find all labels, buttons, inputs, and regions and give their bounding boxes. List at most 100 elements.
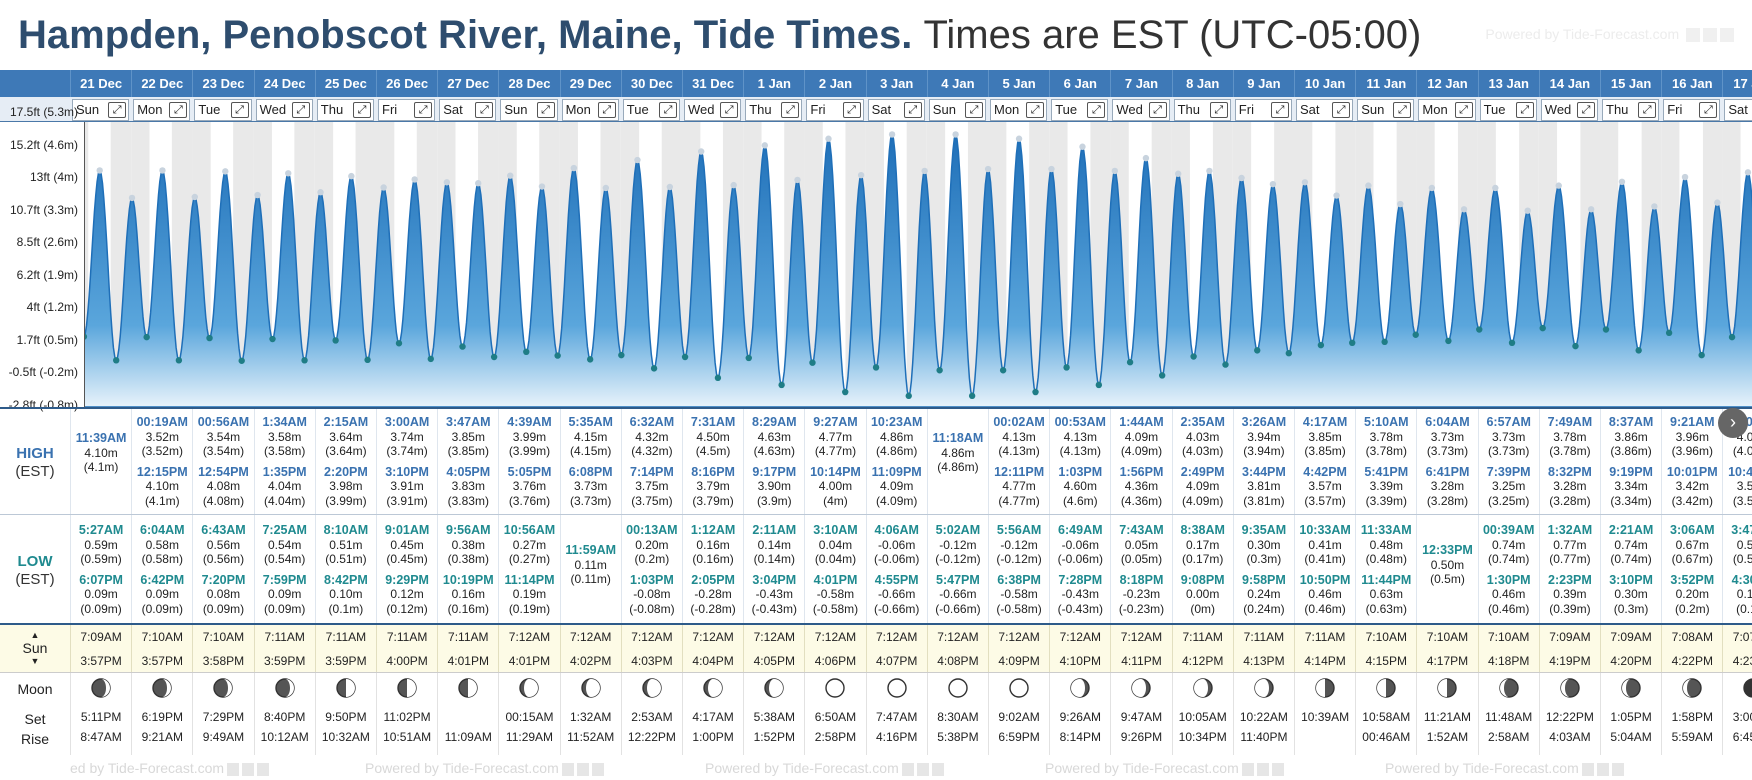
expand-icon[interactable]: ⤢ xyxy=(1209,102,1228,118)
high-tide-point xyxy=(507,172,514,179)
weekday-cell[interactable]: Sat⤢ xyxy=(867,99,925,121)
weekday-cell[interactable]: Sat⤢ xyxy=(1724,99,1752,121)
weekday-cell[interactable]: Mon ⤢ xyxy=(1418,99,1476,121)
moonrise-time: 5:04AM xyxy=(1610,730,1652,744)
weekday-cell[interactable]: Mon ⤢ xyxy=(133,99,191,121)
weekday-cell[interactable]: Thu ⤢ xyxy=(1602,99,1660,121)
moon-cell: 8:40PM 10:12AM xyxy=(253,673,315,755)
weekday-cell[interactable]: Sat⤢ xyxy=(1296,99,1354,121)
low-tide-time: 2:23PM xyxy=(1548,572,1592,587)
weekday-cell[interactable]: Fri ⤢ xyxy=(378,99,436,121)
weekday-cell[interactable]: Sun ⤢ xyxy=(72,99,130,121)
expand-icon[interactable]: ⤢ xyxy=(169,102,188,118)
expand-icon[interactable]: ⤢ xyxy=(1148,102,1167,118)
expand-icon[interactable]: ⤢ xyxy=(230,102,249,118)
high-tide-height_m: 3.85m xyxy=(1308,429,1342,444)
expand-icon[interactable]: ⤢ xyxy=(1393,102,1412,118)
high-label: HIGH (EST) xyxy=(0,445,70,481)
low-tide-height_paren: (0.58m) xyxy=(141,552,183,566)
weekday-col: Thu ⤢ xyxy=(743,97,804,121)
expand-icon[interactable]: ⤢ xyxy=(1026,102,1045,118)
expand-icon[interactable]: ⤢ xyxy=(1576,102,1595,118)
weekday-cell[interactable]: Tue ⤢ xyxy=(1479,99,1537,121)
low-tide-cell: 2:21AM 0.74m (0.74m) 3:10PM 0.30m (0.3m) xyxy=(1600,515,1661,623)
date-cell: 1 Jan xyxy=(743,70,804,97)
expand-icon[interactable]: ⤢ xyxy=(1087,102,1106,118)
weekday-cell[interactable]: Sun ⤢ xyxy=(500,99,558,121)
high-label-text: HIGH xyxy=(16,445,54,462)
high-tide-cell: 11:39AM 4.10m (4.1m) xyxy=(70,409,131,514)
weekday-cell[interactable]: Sun ⤢ xyxy=(928,99,986,121)
high-tide-time: 2:49PM xyxy=(1180,464,1225,479)
sunset-time: 4:08PM xyxy=(937,654,979,668)
weekday-cell[interactable]: Fri ⤢ xyxy=(1234,99,1292,121)
expand-icon[interactable]: ⤢ xyxy=(964,102,983,118)
high-tide-entry: 10:40PM3.51m(3.51m) xyxy=(1723,465,1752,509)
y-axis: 17.5ft (5.3m) 15.2ft (4.6m) 13ft (4m) 10.7f… xyxy=(0,105,85,412)
expand-icon[interactable]: ⤢ xyxy=(658,102,677,118)
expand-icon[interactable]: ⤢ xyxy=(1454,102,1473,118)
moonset-time: 6:50AM xyxy=(814,710,857,724)
low-tide-height_m: -0.43m xyxy=(1061,587,1099,601)
weekday-cell[interactable]: Mon ⤢ xyxy=(561,99,619,121)
moonrise-time: 5:59AM xyxy=(1671,730,1713,744)
expand-icon[interactable]: ⤢ xyxy=(414,102,433,118)
moon-set-label: Set xyxy=(24,711,46,727)
weekday-cell[interactable]: Tue ⤢ xyxy=(1051,99,1109,121)
expand-icon[interactable]: ⤢ xyxy=(903,102,922,118)
weekday-cell[interactable]: Tue ⤢ xyxy=(622,99,680,121)
expand-icon[interactable]: ⤢ xyxy=(291,102,310,118)
weekday-cell[interactable]: Tue ⤢ xyxy=(194,99,252,121)
weekday-cell[interactable]: Wed ⤢ xyxy=(1540,99,1598,121)
low-tide-time: 6:38PM xyxy=(997,572,1041,587)
expand-icon[interactable]: ⤢ xyxy=(108,102,127,118)
low-tide-point xyxy=(1476,326,1483,333)
weekday-cell[interactable]: Thu ⤢ xyxy=(316,99,374,121)
moon-set-rise-label: Set Rise xyxy=(0,709,70,749)
high-tide-entry: 4:17AM 3.85m (3.85m) xyxy=(1295,415,1355,459)
expand-icon[interactable]: ⤢ xyxy=(1638,102,1657,118)
sunset-time: 4:17PM xyxy=(1426,654,1469,668)
weekday-cell[interactable]: Wed ⤢ xyxy=(255,99,313,121)
high-tide-point xyxy=(317,189,324,196)
high-tide-height_m: 4.09m xyxy=(1186,479,1220,493)
expand-icon[interactable]: ⤢ xyxy=(781,102,800,118)
high-tide-entry: 6:04AM 3.73m (3.73m) xyxy=(1417,415,1477,459)
high-tide-cell: 4:39AM 3.99m (3.99m) 5:05PM 3.76m (3.76m) xyxy=(498,409,559,514)
expand-icon[interactable]: ⤢ xyxy=(1699,102,1718,118)
weekday-cell[interactable]: Fri ⤢ xyxy=(806,99,864,121)
weekday-cell[interactable]: Sun ⤢ xyxy=(1357,99,1415,121)
weekday-cell[interactable]: Mon ⤢ xyxy=(990,99,1048,121)
expand-icon[interactable]: ⤢ xyxy=(475,102,494,118)
weekday-cell[interactable]: Wed ⤢ xyxy=(684,99,742,121)
high-tide-time: 00:19AM xyxy=(136,415,188,429)
scroll-right-button[interactable]: › xyxy=(1718,408,1748,438)
weekday-cell[interactable]: Thu ⤢ xyxy=(1173,99,1231,121)
high-tide-point xyxy=(1587,206,1595,213)
weekday-label: Wed xyxy=(688,102,715,117)
weekday-col: Mon ⤢ xyxy=(560,97,621,121)
expand-icon[interactable]: ⤢ xyxy=(1332,102,1351,118)
weekday-cell[interactable]: Thu ⤢ xyxy=(745,99,803,121)
expand-icon[interactable]: ⤢ xyxy=(536,102,555,118)
high-tide-entry: 5:10AM 3.78m (3.78m) xyxy=(1356,415,1416,459)
moonrise-time: 1:52PM xyxy=(753,730,795,744)
sun-cell: 7:10AM 4:15PM xyxy=(1355,625,1416,673)
expand-icon[interactable]: ⤢ xyxy=(1515,102,1534,118)
weekday-cell[interactable]: Wed ⤢ xyxy=(1112,99,1170,121)
low-tide-point xyxy=(1032,388,1039,396)
expand-icon[interactable]: ⤢ xyxy=(597,102,616,118)
high-tide-height_paren: (3.83m) xyxy=(447,493,489,508)
weekday-cell[interactable]: Sat⤢ xyxy=(439,99,497,121)
high-tide-entry: 10:01PM 3.42m (3.42m) xyxy=(1662,465,1722,509)
expand-icon[interactable]: ⤢ xyxy=(842,102,861,118)
high-tide-height_paren: (3.64m) xyxy=(325,444,367,458)
low-tide-height_paren: (0.2m) xyxy=(634,552,670,566)
weekday-cell[interactable]: Fri ⤢ xyxy=(1663,99,1721,121)
high-tide-entry: 2:15AM 3.64m (3.64m) xyxy=(316,415,376,459)
low-tide-height_m: 0.48m xyxy=(1369,537,1403,552)
expand-icon[interactable]: ⤢ xyxy=(352,102,371,118)
expand-icon[interactable]: ⤢ xyxy=(720,102,739,118)
sunrise-time: 7:10AM xyxy=(1426,630,1469,644)
expand-icon[interactable]: ⤢ xyxy=(1270,102,1289,118)
